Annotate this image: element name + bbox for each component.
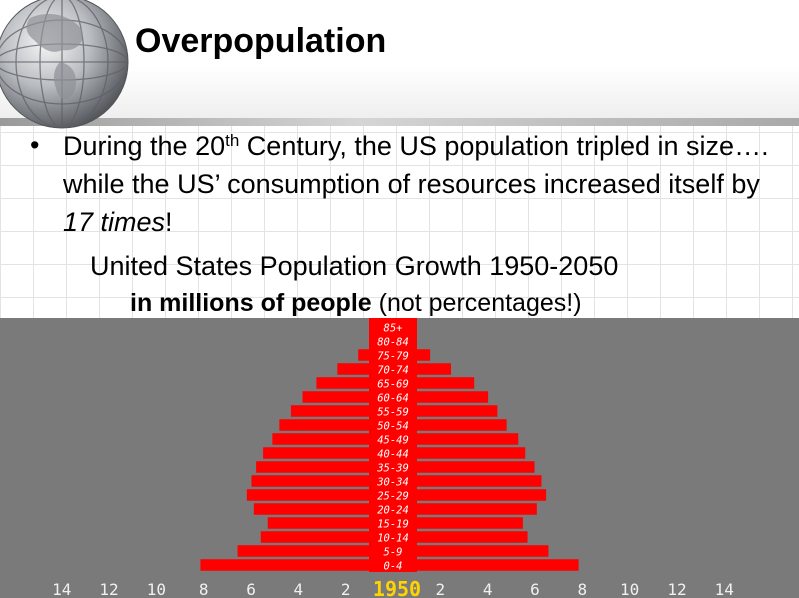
age-label: 5-9: [384, 546, 403, 558]
age-label: 75-79: [377, 350, 409, 362]
bullet-marker: •: [30, 130, 40, 160]
bar-right-0-4: [417, 559, 579, 571]
bar-right-75-79: [417, 349, 431, 361]
chart-year-label: 1950: [373, 577, 421, 598]
age-label: 25-29: [377, 490, 409, 502]
bullet-text-part1: During the 20: [63, 131, 226, 161]
chart-subtitle-bold: in millions of people: [130, 289, 372, 317]
bar-right-35-39: [417, 461, 535, 473]
age-labels-group: 85+ 80-84 75-79 70-74 65-69 60-64 55-59 50-54 45…: [376, 322, 409, 572]
bar-right-5-9: [417, 545, 549, 557]
bar-right-55-59: [417, 405, 498, 417]
bar-right-65-69: [417, 377, 475, 389]
bar-left-60-64: [302, 391, 369, 403]
age-label: 80-84: [377, 336, 409, 348]
bar-left-10-14: [260, 531, 369, 543]
age-label: 85+: [384, 322, 403, 334]
bar-left-40-44: [263, 447, 369, 459]
population-pyramid-chart: 85+80-8475-7970-7465-6960-6455-5950-5445…: [0, 318, 799, 598]
bullet-text: During the 20th Century, the US populati…: [63, 127, 783, 241]
x-tick-label: 4: [294, 580, 304, 598]
bar-right-15-19: [417, 517, 523, 529]
x-tick-label: 2: [341, 580, 351, 598]
bullet-text-emphasis: 17 times: [63, 207, 166, 237]
bar-left-30-34: [251, 475, 369, 487]
age-label: 40-44: [377, 448, 409, 460]
bar-right-45-49: [417, 433, 519, 445]
bar-right-25-29: [417, 489, 547, 501]
x-tick-label: 14: [52, 580, 71, 598]
bar-left-50-54: [279, 419, 369, 431]
bars-left-group: [200, 318, 417, 572]
bar-right-60-64: [417, 391, 489, 403]
age-label: 55-59: [377, 406, 409, 418]
bar-left-5-9: [237, 545, 369, 557]
x-tick-label: 12: [667, 580, 686, 598]
globe-icon: [0, 0, 129, 129]
age-label: 70-74: [377, 364, 409, 376]
age-label: 0-4: [384, 560, 403, 572]
bar-left-65-69: [316, 377, 369, 389]
x-tick-label: 14: [715, 580, 734, 598]
bars-right-group: [417, 349, 579, 571]
x-tick-label: 6: [246, 580, 256, 598]
bar-left-0-4: [200, 559, 369, 571]
x-tick-label: 10: [620, 580, 639, 598]
x-tick-label: 8: [577, 580, 587, 598]
header-rule: [0, 118, 799, 126]
x-tick-label: 6: [530, 580, 540, 598]
x-tick-label: 12: [99, 580, 118, 598]
bar-left-45-49: [272, 433, 369, 445]
age-label: 30-34: [376, 476, 409, 488]
bar-left-20-24: [253, 503, 369, 515]
bar-left-75-79: [358, 349, 369, 361]
x-tick-label: 4: [483, 580, 493, 598]
bullet-text-superscript: th: [225, 131, 240, 150]
age-label: 35-39: [376, 462, 409, 474]
bar-right-30-34: [417, 475, 542, 487]
bar-right-40-44: [417, 447, 526, 459]
header-band: [0, 0, 799, 120]
bullet-text-part3: !: [165, 207, 173, 237]
age-label: 15-19: [377, 518, 409, 530]
age-label: 10-14: [377, 532, 409, 544]
slide-title: Overpopulation: [135, 22, 387, 60]
age-label: 65-69: [377, 378, 409, 390]
bar-left-25-29: [246, 489, 369, 501]
bar-left-70-74: [337, 363, 369, 375]
bullet-text-part2: Century, the US population tripled in si…: [63, 131, 769, 199]
bar-right-10-14: [417, 531, 528, 543]
chart-subtitle-line1: United States Population Growth 1950-205…: [90, 251, 619, 281]
age-label: 60-64: [377, 392, 409, 404]
x-tick-label: 8: [199, 580, 209, 598]
age-label: 50-54: [377, 420, 409, 432]
chart-subtitle-line2: in millions of people (not percentages!): [130, 289, 582, 318]
bar-left-15-19: [267, 517, 369, 529]
age-label-band: [369, 318, 417, 572]
bar-left-55-59: [290, 405, 369, 417]
chart-subtitle-rest: (not percentages!): [371, 289, 582, 317]
age-label: 20-24: [377, 504, 409, 516]
bar-right-20-24: [417, 503, 537, 515]
bar-right-70-74: [417, 363, 451, 375]
bar-right-50-54: [417, 419, 507, 431]
bar-left-35-39: [256, 461, 369, 473]
x-tick-labels-group: 14 12 10 8 6 4 2 2 4 6 8 10 12 14: [52, 580, 734, 598]
x-tick-label: 10: [147, 580, 166, 598]
x-tick-label: 2: [436, 580, 446, 598]
age-label: 45-49: [377, 434, 409, 446]
